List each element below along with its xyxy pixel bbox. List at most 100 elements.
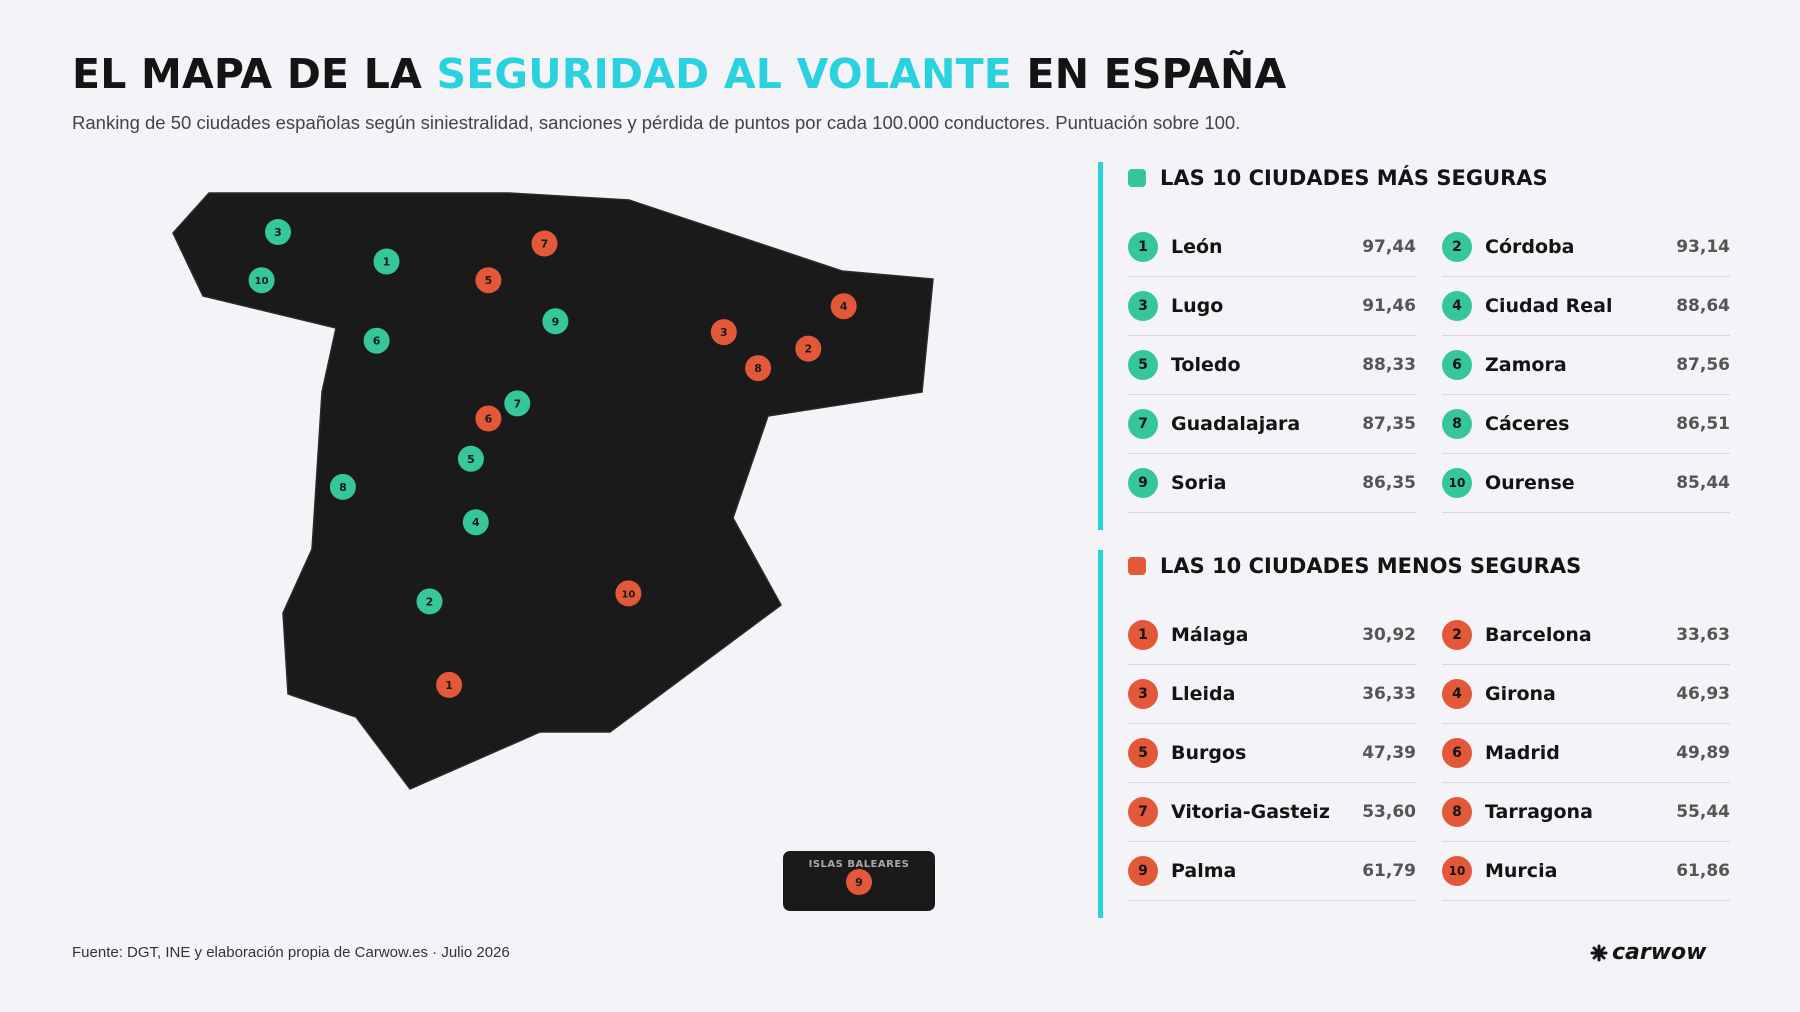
city-score: 88,64 [1676, 296, 1730, 316]
safe-marker-number: 8 [339, 481, 347, 494]
unsafe-marker[interactable] [795, 335, 822, 362]
safe-marker[interactable] [373, 248, 400, 275]
safest-row: 4 Ciudad Real 88,64 [1442, 277, 1730, 336]
unsafe-square-icon [1128, 557, 1146, 575]
least-safe-row: 6 Madrid 49,89 [1442, 724, 1730, 783]
safest-row: 7 Guadalajara 87,35 [1128, 395, 1416, 454]
unsafe-markers-layer: 1 2 3 4 5 6 7 8 10 [436, 230, 857, 698]
unsafe-marker[interactable] [475, 267, 502, 294]
unsafe-marker[interactable] [830, 293, 857, 320]
baleares-label: ISLAS BALEARES [809, 859, 910, 870]
safe-marker-number: 3 [274, 226, 282, 239]
safe-marker-number: 2 [426, 595, 434, 608]
safe-marker[interactable] [457, 445, 484, 472]
city-name: Lugo [1171, 295, 1224, 317]
unsafe-marker[interactable] [475, 405, 502, 432]
baleares-inset: ISLAS BALEARES 9 [783, 851, 935, 911]
city-score: 61,86 [1676, 861, 1730, 881]
safe-marker-number: 5 [467, 453, 475, 466]
city-name: Lleida [1171, 683, 1236, 705]
safe-marker[interactable] [504, 390, 531, 417]
unsafe-marker-number: 1 [445, 679, 453, 692]
baleares-marker[interactable] [846, 869, 872, 895]
unsafe-marker-number: 5 [485, 274, 493, 287]
least-safe-row: 3 Lleida 36,33 [1128, 665, 1416, 724]
baleares-marker-number: 9 [855, 876, 863, 889]
least-safe-heading: LAS 10 CIUDADES MENOS SEGURAS [1128, 554, 1581, 578]
city-name: Cáceres [1485, 413, 1570, 435]
least-safe-list: 1 Málaga 30,92 2 Barcelona 33,63 3 Lleida 36,33 4… [1128, 606, 1732, 901]
unsafe-marker[interactable] [745, 355, 772, 382]
safe-marker-number: 4 [472, 516, 480, 529]
city-score: 53,60 [1362, 802, 1416, 822]
least-safe-row: 9 Palma 61,79 [1128, 842, 1416, 901]
carwow-logo: carwow [1590, 940, 1707, 965]
unsafe-marker-number: 10 [621, 589, 635, 600]
safe-markers-layer: 1 2 3 4 5 6 7 8 9 10 [248, 219, 569, 615]
safe-marker-number: 6 [373, 335, 381, 348]
safe-marker[interactable] [462, 509, 489, 536]
city-name: Soria [1171, 472, 1227, 494]
city-name: Vitoria-Gasteiz [1171, 801, 1330, 823]
city-score: 46,93 [1676, 684, 1730, 704]
safe-marker[interactable] [329, 473, 356, 500]
safe-marker[interactable] [265, 219, 291, 245]
city-score: 49,89 [1676, 743, 1730, 763]
unsafe-marker-number: 3 [720, 326, 728, 339]
safe-marker-number: 1 [383, 256, 391, 269]
city-score: 91,46 [1362, 296, 1416, 316]
safe-marker[interactable] [542, 308, 569, 335]
safest-heading: LAS 10 CIUDADES MÁS SEGURAS [1128, 166, 1548, 190]
rank-badge: 1 [1128, 232, 1158, 262]
unsafe-marker[interactable] [615, 580, 642, 607]
city-name: Girona [1485, 683, 1556, 705]
safe-marker-number: 7 [513, 397, 521, 410]
unsafe-marker[interactable] [531, 230, 558, 257]
safest-row: 10 Ourense 85,44 [1442, 454, 1730, 513]
least-safe-heading-text: LAS 10 CIUDADES MENOS SEGURAS [1160, 554, 1582, 578]
rank-badge: 8 [1442, 409, 1472, 439]
city-score: 87,35 [1362, 414, 1416, 434]
carwow-logo-icon [1590, 944, 1608, 961]
city-score: 87,56 [1676, 355, 1730, 375]
safe-marker[interactable] [248, 267, 275, 294]
safe-marker-number: 9 [552, 315, 560, 328]
city-name: León [1171, 236, 1223, 258]
city-score: 30,92 [1362, 625, 1416, 645]
city-name: Tarragona [1485, 801, 1593, 823]
page-title: EL MAPA DE LA SEGURIDAD AL VOLANTE EN ES… [72, 50, 1287, 98]
city-name: Córdoba [1485, 236, 1575, 258]
safe-marker[interactable] [363, 327, 390, 354]
city-score: 85,44 [1676, 473, 1730, 493]
page-subtitle: Ranking de 50 ciudades españolas según s… [72, 112, 1241, 133]
safe-marker[interactable] [416, 588, 443, 615]
city-score: 88,33 [1362, 355, 1416, 375]
rank-badge: 7 [1128, 409, 1158, 439]
title-part2: EN ESPAÑA [1026, 50, 1287, 98]
least-safe-row: 8 Tarragona 55,44 [1442, 783, 1730, 842]
unsafe-marker[interactable] [436, 671, 463, 698]
safest-row: 1 León 97,44 [1128, 218, 1416, 277]
rank-badge: 3 [1128, 291, 1158, 321]
city-name: Ourense [1485, 472, 1575, 494]
rank-badge: 5 [1128, 738, 1158, 768]
city-score: 97,44 [1362, 237, 1416, 257]
rank-badge: 4 [1442, 679, 1472, 709]
city-score: 33,63 [1676, 625, 1730, 645]
rank-badge: 2 [1442, 232, 1472, 262]
city-name: Guadalajara [1171, 413, 1301, 435]
unsafe-marker-number: 7 [541, 238, 549, 251]
unsafe-marker[interactable] [710, 319, 737, 346]
least-safe-row: 10 Murcia 61,86 [1442, 842, 1730, 901]
city-score: 86,51 [1676, 414, 1730, 434]
rank-badge: 4 [1442, 291, 1472, 321]
least-safe-row: 5 Burgos 47,39 [1128, 724, 1416, 783]
rank-badge: 6 [1442, 738, 1472, 768]
city-name: Madrid [1485, 742, 1560, 764]
city-name: Palma [1171, 860, 1237, 882]
safest-row: 8 Cáceres 86,51 [1442, 395, 1730, 454]
rank-badge: 3 [1128, 679, 1158, 709]
unsafe-marker-number: 2 [804, 343, 812, 356]
least-safe-row: 1 Málaga 30,92 [1128, 606, 1416, 665]
